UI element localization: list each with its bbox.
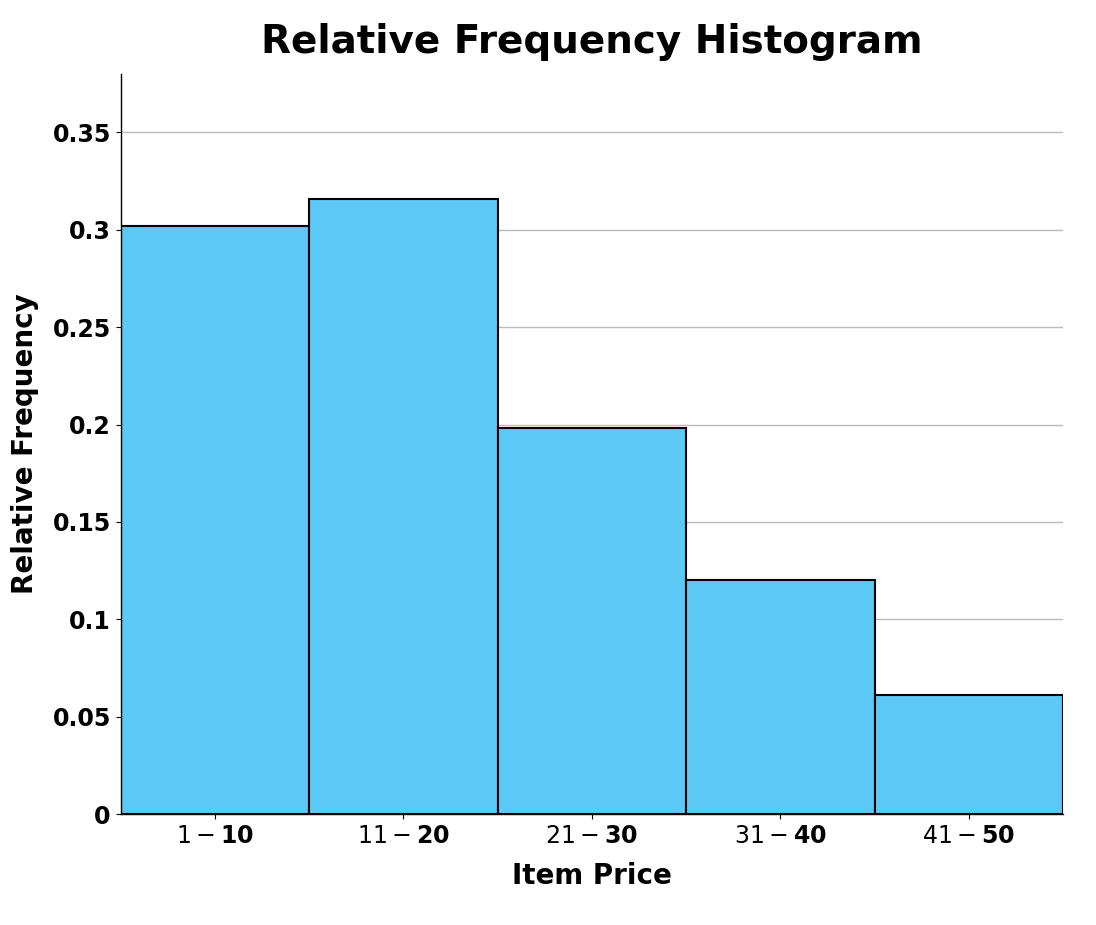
Bar [121, 226, 309, 814]
Y-axis label: Relative Frequency: Relative Frequency [11, 293, 38, 595]
X-axis label: Item Price: Item Price [512, 861, 672, 890]
Bar [498, 428, 686, 814]
Title: Relative Frequency Histogram: Relative Frequency Histogram [261, 23, 923, 61]
Bar [309, 199, 498, 814]
Bar [875, 696, 1063, 814]
Bar [686, 580, 875, 814]
